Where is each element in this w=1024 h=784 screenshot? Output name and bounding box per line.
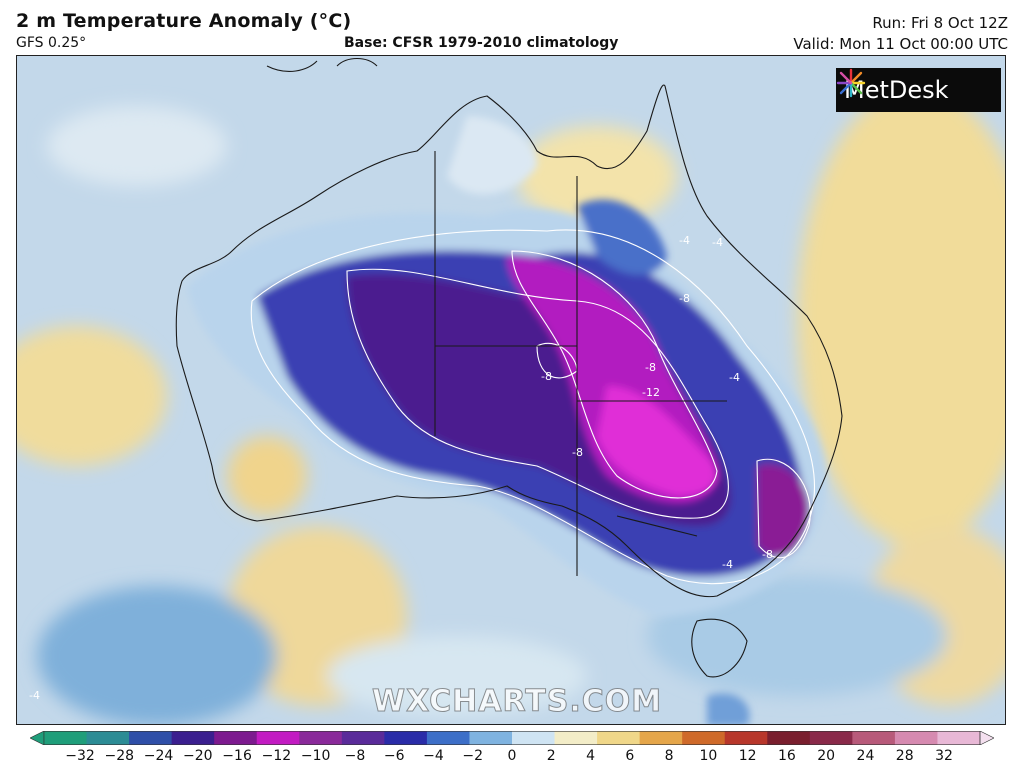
contour-label: -4 bbox=[722, 558, 733, 571]
colorbar-tick-label: 16 bbox=[777, 748, 796, 764]
contour-value-labels: -4 -4 -8 -8 -8 -12 -8 -4 -8 -4 -4 bbox=[29, 234, 773, 702]
colorbar-segment bbox=[937, 731, 981, 745]
contour-label: -12 bbox=[642, 386, 660, 399]
border-nsw-vic bbox=[616, 515, 698, 537]
colorbar-tick-label: −12 bbox=[261, 748, 292, 764]
colorbar-max-extension bbox=[979, 731, 994, 745]
contour-label: -4 bbox=[712, 236, 723, 249]
colorbar-segment bbox=[724, 731, 768, 745]
contour-label: -8 bbox=[645, 361, 656, 374]
colorbar-segment bbox=[299, 731, 343, 745]
valid-time-label: Valid: Mon 11 Oct 00:00 UTC bbox=[793, 35, 1008, 53]
colorbar-tick-label: −24 bbox=[143, 748, 174, 764]
contour-minus-4 bbox=[250, 229, 816, 585]
colorbar-tick-label: −6 bbox=[383, 748, 405, 764]
colorbar-segment bbox=[554, 731, 598, 745]
colorbar-tick-label: 0 bbox=[507, 748, 517, 764]
australia-outline bbox=[175, 84, 843, 598]
metdesk-burst-icon bbox=[836, 68, 866, 98]
colorbar-tick-label: −10 bbox=[300, 748, 331, 764]
anomaly-map: -4 -4 -8 -8 -8 -12 -8 -4 -8 -4 -4 bbox=[16, 55, 1006, 725]
colorbar-tick-label: 20 bbox=[817, 748, 836, 764]
colorbar-segment bbox=[384, 731, 428, 745]
indonesia-coast bbox=[336, 57, 378, 67]
colorbar-segment bbox=[682, 731, 726, 745]
wxcharts-watermark: WXCHARTS.COM bbox=[371, 684, 663, 720]
colorbar bbox=[30, 731, 994, 745]
colorbar-tick-label: −4 bbox=[423, 748, 444, 764]
contour-label: -4 bbox=[679, 234, 690, 247]
colorbar-tick-label: 4 bbox=[586, 748, 595, 764]
colorbar-tick-label: 2 bbox=[546, 748, 556, 764]
contour-se-coast bbox=[756, 458, 811, 559]
colorbar-tick-label: −8 bbox=[344, 748, 366, 764]
colorbar-segment bbox=[44, 731, 88, 745]
colorbar-segment bbox=[852, 731, 896, 745]
colorbar-tick-label: 6 bbox=[625, 748, 635, 764]
colorbar-segment bbox=[256, 731, 300, 745]
metdesk-logo: MetDesk bbox=[836, 68, 1001, 112]
colorbar-tick-label: 10 bbox=[699, 748, 718, 764]
colorbar-min-extension bbox=[30, 731, 45, 745]
colorbar-segment bbox=[129, 731, 173, 745]
run-time-label: Run: Fri 8 Oct 12Z bbox=[872, 14, 1008, 32]
colorbar-tick-label: 8 bbox=[664, 748, 674, 764]
contour-label: -8 bbox=[572, 446, 583, 459]
colorbar-tick-label: 28 bbox=[895, 748, 914, 764]
contour-label: -8 bbox=[541, 370, 552, 383]
contour-minus-8 bbox=[346, 268, 729, 519]
anomaly-contours bbox=[250, 229, 816, 585]
warm-anomaly-patches bbox=[17, 86, 1005, 724]
metdesk-logo-text: MetDesk bbox=[844, 76, 949, 104]
colorbar-tick-label: −32 bbox=[65, 748, 95, 764]
colorbar-segment bbox=[809, 731, 853, 745]
coastline bbox=[175, 57, 843, 678]
model-label: GFS 0.25° bbox=[16, 35, 87, 51]
colorbar-segment bbox=[639, 731, 683, 745]
colorbar-tick-label: 12 bbox=[738, 748, 757, 764]
colorbar-segment bbox=[214, 731, 258, 745]
timor-coast bbox=[266, 60, 318, 72]
colorbar-segment bbox=[469, 731, 513, 745]
colorbar-segment bbox=[597, 731, 641, 745]
colorbar-tick-label: 32 bbox=[935, 748, 953, 764]
contour-label: -4 bbox=[29, 689, 40, 702]
colorbar-tick-label: −28 bbox=[104, 748, 135, 764]
colorbar-segment bbox=[894, 731, 938, 745]
climatology-base-label: Base: CFSR 1979-2010 climatology bbox=[344, 35, 619, 51]
colorbar-segment bbox=[512, 731, 556, 745]
contour-label: -8 bbox=[679, 292, 690, 305]
colorbar-segment bbox=[171, 731, 215, 745]
continent-anomaly-shading bbox=[187, 116, 826, 724]
colorbar-segment bbox=[767, 731, 811, 745]
colorbar-segment bbox=[86, 731, 130, 745]
tasmania-outline bbox=[691, 618, 748, 678]
colorbar-tick-label: 24 bbox=[856, 748, 875, 764]
colorbar-tick-labels: −32 −28 −24 −20 −16 −12 −10 −8 −6 −4 −2 0 2 4 6 8 10 12 16… bbox=[0, 748, 1024, 778]
colorbar-tick-label: −2 bbox=[462, 748, 484, 764]
contour-label: -4 bbox=[729, 371, 740, 384]
chart-title: 2 m Temperature Anomaly (°C) bbox=[16, 10, 352, 32]
contour-label: -8 bbox=[762, 548, 773, 561]
colorbar-tick-label: −20 bbox=[183, 748, 213, 764]
map-canvas: -4 -4 -8 -8 -8 -12 -8 -4 -8 -4 -4 bbox=[17, 56, 1005, 724]
contour-minus-12 bbox=[511, 250, 718, 499]
colorbar-segment bbox=[341, 731, 385, 745]
colorbar-tick-label: −16 bbox=[222, 748, 252, 764]
colorbar-segment bbox=[426, 731, 470, 745]
colorbar-outline bbox=[43, 731, 981, 745]
